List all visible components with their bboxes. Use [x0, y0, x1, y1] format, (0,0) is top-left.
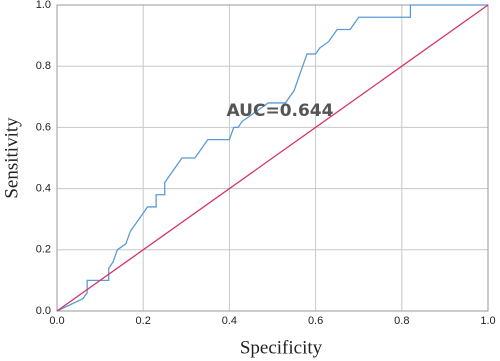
x-tick-label: 0.0 [49, 315, 64, 327]
y-tick-label: 0.8 [36, 60, 51, 72]
line [56, 4, 488, 312]
line [56, 4, 489, 312]
y-tick-label: 0.6 [36, 121, 51, 133]
x-tick-label: 0.6 [308, 315, 323, 327]
y-tick-label: 1.0 [36, 0, 51, 11]
y-tick-label: 0.4 [36, 183, 51, 195]
x-tick-label: 0.4 [222, 315, 237, 327]
annotation: AUC=0.644 [227, 101, 334, 121]
plot-frame [56, 4, 489, 312]
y-axis-title: Sensitivity [1, 117, 22, 199]
x-tick-label: 0.8 [394, 315, 409, 327]
x-tick-label: 1.0 [480, 315, 495, 327]
x-axis-title: Specificity [240, 337, 323, 358]
y-tick-label: 0.2 [36, 244, 51, 256]
x-tick-label: 0.2 [136, 315, 151, 327]
y-tick-label: 0.0 [36, 305, 51, 317]
